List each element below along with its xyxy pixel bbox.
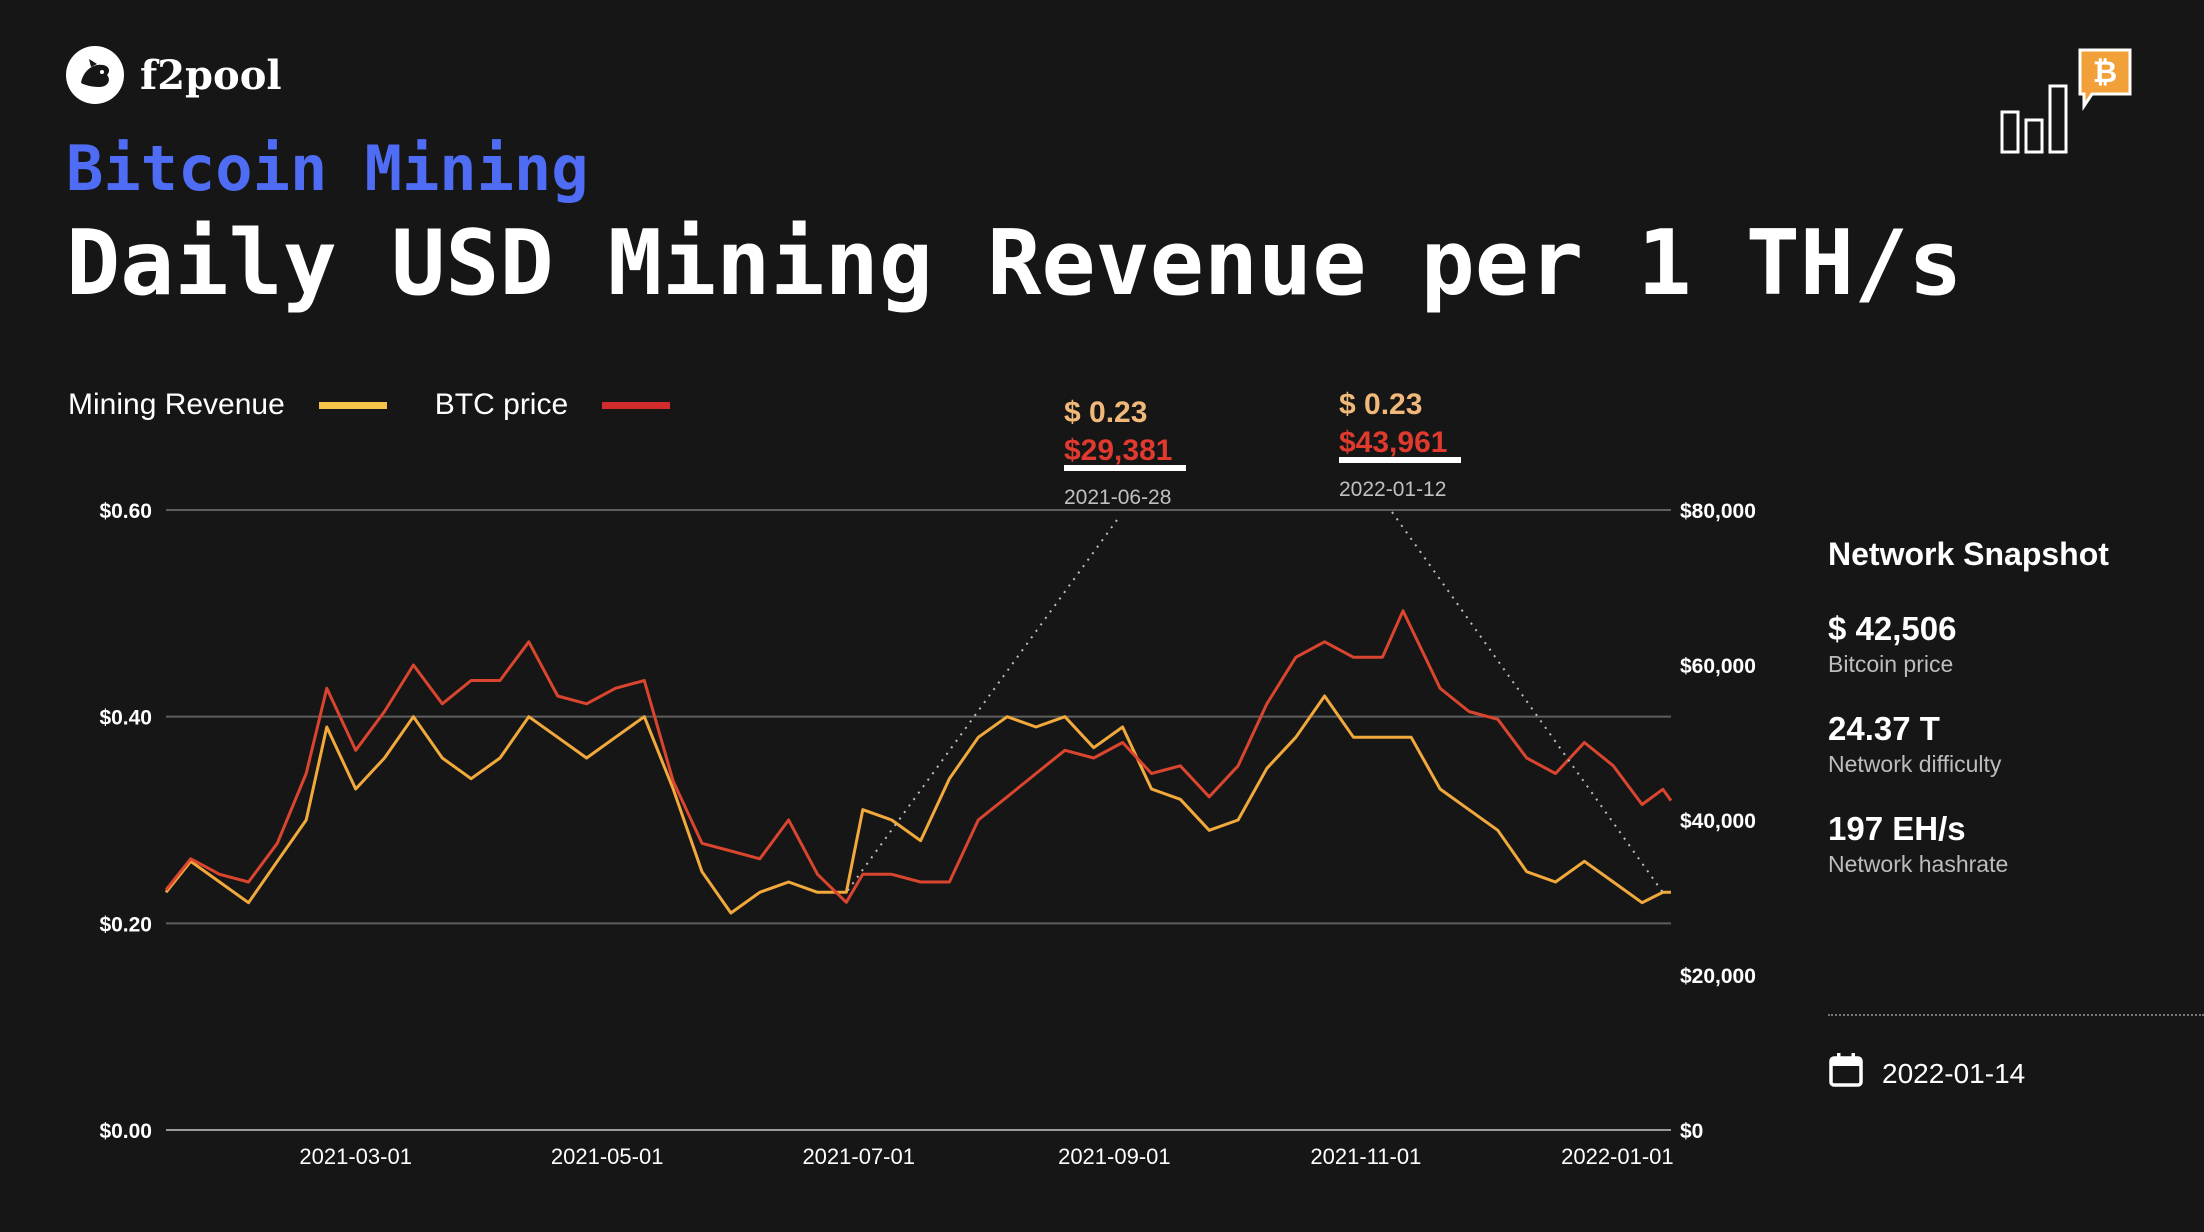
y-right-tick-label: $60,000 <box>1680 655 1756 678</box>
snapshot-date-text: 2022-01-14 <box>1882 1057 2026 1089</box>
snapshot-value: 197 EH/s <box>1828 810 1966 847</box>
snapshot-item-difficulty: 24.37 T Network difficulty <box>1828 709 2204 779</box>
snapshot-date: 2022-01-14 <box>1828 1052 2025 1095</box>
calendar-icon <box>1828 1052 1864 1095</box>
snapshot-divider <box>1828 1014 2204 1016</box>
page-title: Daily USD Mining Revenue per 1 TH/s <box>66 211 1963 316</box>
svg-text:₿: ₿ <box>2093 56 2117 89</box>
snapshot-value: 24.37 T <box>1828 710 1940 747</box>
y-left-tick-label: $0.00 <box>99 1120 152 1143</box>
y-right-tick-label: $20,000 <box>1680 965 1756 988</box>
brand-name: f2pool <box>140 51 282 99</box>
callout-leader-line <box>1391 511 1664 893</box>
network-snapshot-panel: Network Snapshot $ 42,506 Bitcoin price … <box>1828 536 2204 909</box>
brand: f2pool <box>66 46 282 104</box>
page-subtitle: Bitcoin Mining <box>66 132 589 205</box>
series-line-btc-price <box>164 609 1673 904</box>
bar-chart-bitcoin-icon: ₿ <box>1996 46 2136 171</box>
callout-btc-price: $43,961 <box>1339 426 1447 459</box>
x-tick-label: 2021-11-01 <box>1310 1144 1421 1169</box>
legend-item-mining-revenue: Mining Revenue <box>68 388 435 422</box>
snapshot-value: $ 42,506 <box>1828 610 1957 647</box>
series-line-mining-revenue <box>164 694 1671 915</box>
snapshot-label: Network hashrate <box>1828 851 2009 877</box>
y-right-tick-label: $40,000 <box>1680 810 1756 833</box>
legend-item-btc-price: BTC price <box>435 388 718 422</box>
fish-logo-icon <box>66 46 124 104</box>
legend-label: BTC price <box>434 388 569 421</box>
x-tick-label: 2021-07-01 <box>802 1144 915 1169</box>
legend-swatch-btc <box>602 401 671 409</box>
y-left-tick-label: $0.20 <box>99 913 152 936</box>
legend-swatch-revenue <box>318 401 387 409</box>
y-right-tick-label: $0 <box>1680 1120 1703 1143</box>
snapshot-item-hashrate: 197 EH/s Network hashrate <box>1828 809 2204 879</box>
y-right-tick-label: $80,000 <box>1680 500 1756 523</box>
callout-revenue-value: $ 0.23 <box>1064 396 1147 429</box>
snapshot-label: Bitcoin price <box>1828 651 1954 677</box>
callout-revenue-value: $ 0.23 <box>1339 388 1422 421</box>
callout-btc-price: $29,381 <box>1064 434 1172 467</box>
legend-label: Mining Revenue <box>68 388 285 421</box>
chart-legend: Mining Revenue BTC price <box>68 388 718 422</box>
y-left-tick-label: $0.40 <box>99 707 152 730</box>
x-tick-label: 2021-09-01 <box>1058 1144 1171 1169</box>
snapshot-title: Network Snapshot <box>1828 536 2109 572</box>
snapshot-label: Network difficulty <box>1828 751 2002 777</box>
x-tick-label: 2021-05-01 <box>551 1144 664 1169</box>
x-tick-label: 2021-03-01 <box>299 1144 412 1169</box>
callout-date: 2021-06-28 <box>1064 486 1171 509</box>
x-tick-label: 2022-01-01 <box>1561 1144 1674 1169</box>
y-left-tick-label: $0.60 <box>99 500 152 523</box>
callout-leader-line <box>845 519 1118 893</box>
snapshot-item-price: $ 42,506 Bitcoin price <box>1828 609 2204 679</box>
callout-date: 2022-01-12 <box>1339 478 1446 501</box>
